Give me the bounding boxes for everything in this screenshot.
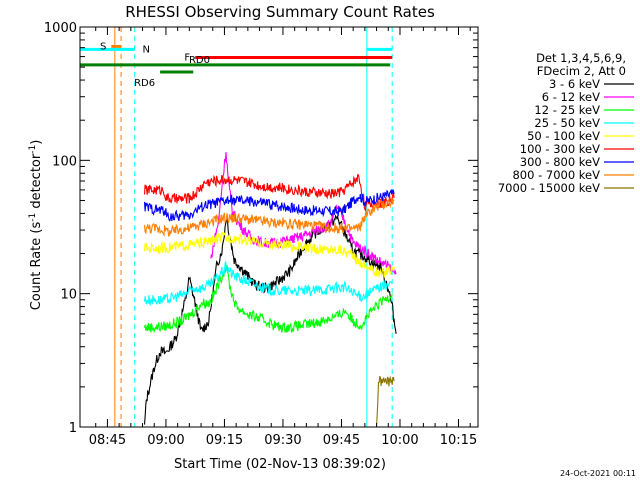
y-tick-label-1: 10	[60, 288, 77, 303]
plot-inner	[80, 27, 397, 427]
series-line-7	[143, 197, 395, 237]
y-axis-label-mid: detector	[29, 153, 44, 213]
legend-label-4: 50 - 100 keV	[527, 129, 600, 143]
flag-label-s-0: S	[100, 41, 106, 52]
legend-label-3: 25 - 50 keV	[534, 116, 600, 130]
series-line-6	[143, 188, 395, 222]
y-tick-label-2: 100	[52, 154, 77, 169]
legend-label-6: 300 - 800 keV	[520, 155, 600, 169]
y-tick-label-3: 1000	[44, 21, 77, 36]
y-axis-label-suffix: )	[29, 140, 44, 145]
axes: 08:45 09:00 09:15 09:30 09:45 10:00 10:15 1 10 10…	[44, 21, 479, 448]
series-line-3	[143, 260, 393, 306]
legend-label-2: 12 - 25 keV	[534, 103, 600, 117]
plot-frame	[79, 26, 479, 428]
series-line-2	[143, 264, 393, 334]
legend-header-0: Det 1,3,4,5,6,9,	[536, 51, 626, 65]
chart-title: RHESSI Observing Summary Count Rates	[125, 3, 435, 21]
footer-timestamp: 24-Oct-2021 00:11	[560, 469, 636, 478]
y-axis-label-exp1: -1	[28, 213, 38, 222]
series-line-5	[143, 174, 395, 212]
x-tick-label-4: 09:45	[323, 433, 360, 448]
x-tick-label-0: 08:45	[89, 433, 126, 448]
legend-header-1: FDecim 2, Att 0	[537, 64, 626, 78]
plot-area: SNNFRD0RD6	[80, 27, 397, 427]
x-tick-label-2: 09:15	[206, 433, 243, 448]
series-line-8	[376, 375, 395, 426]
x-tick-label-6: 10:15	[440, 433, 477, 448]
legend-label-1: 6 - 12 keV	[542, 90, 600, 104]
y-axis-label-exp2: -1	[28, 145, 38, 154]
legend-label-5: 100 - 300 keV	[520, 142, 600, 156]
flag-label-n-1: N	[143, 44, 150, 55]
y-axis-label-prefix: Count Rate (s	[29, 222, 44, 311]
legend-label-0: 3 - 6 keV	[549, 77, 600, 91]
legend-label-8: 7000 - 15000 keV	[498, 181, 600, 195]
x-tick-label-1: 09:00	[147, 433, 184, 448]
y-tick-label-0: 1	[69, 421, 77, 436]
flag-label-rd6-5: RD6	[134, 78, 155, 89]
x-tick-label-5: 10:00	[381, 433, 418, 448]
x-axis-label: Start Time (02-Nov-13 08:39:02)	[174, 457, 386, 472]
series-line-4	[143, 231, 395, 278]
flag-label-f-3: F	[184, 53, 190, 64]
x-tick-label-3: 09:30	[264, 433, 301, 448]
flag-label-rd0-4: RD0	[189, 55, 210, 66]
legend-label-7: 800 - 7000 keV	[512, 168, 600, 182]
y-axis-label: Count Rate (s-1 detector-1)	[28, 140, 44, 311]
legend: Det 1,3,4,5,6,9,FDecim 2, Att 03 - 6 keV…	[498, 51, 634, 195]
series-line-1	[210, 152, 397, 275]
